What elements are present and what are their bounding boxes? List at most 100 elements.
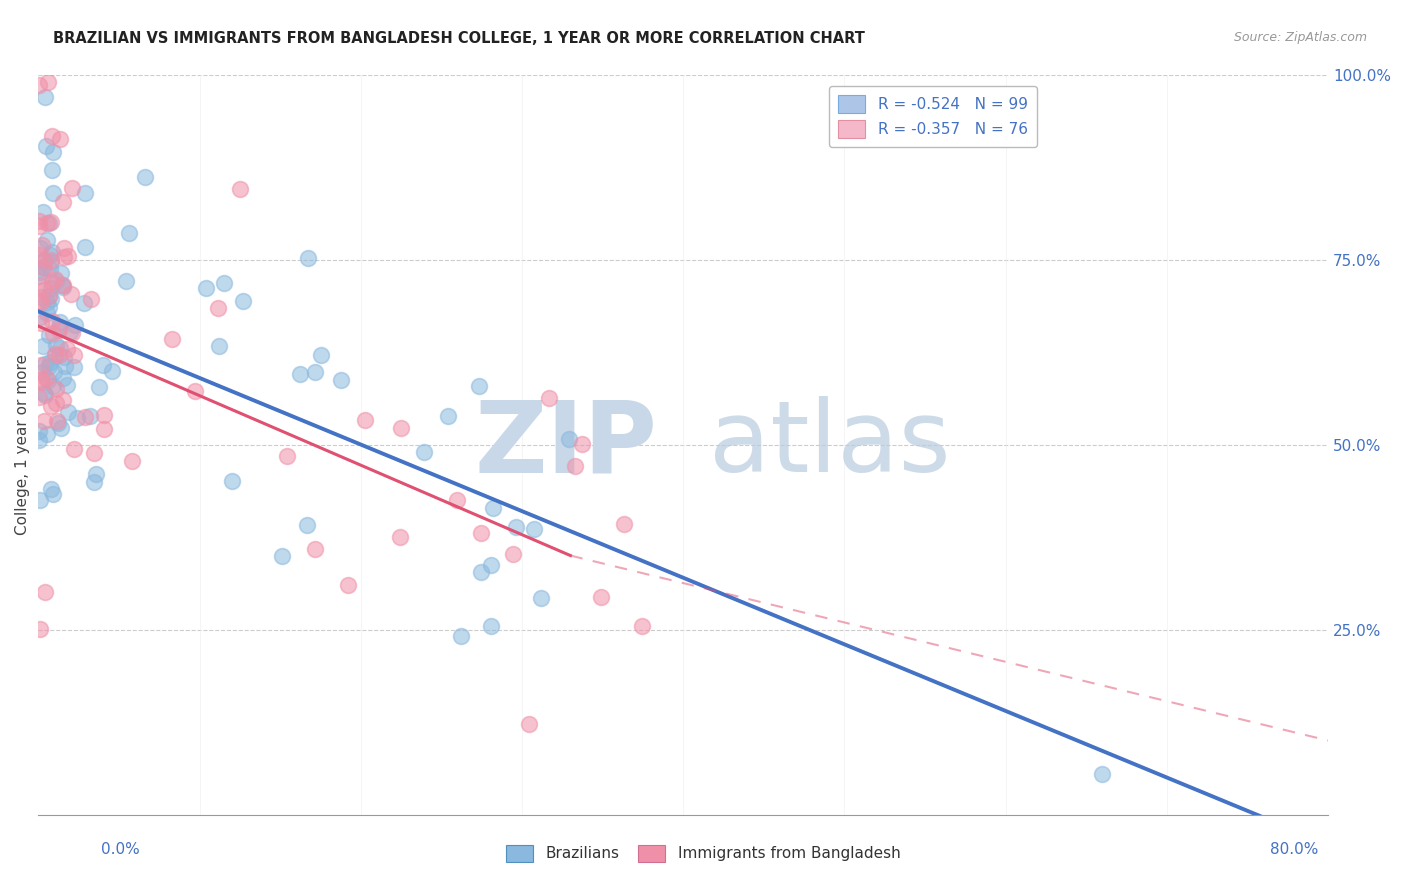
Point	[34, 357, 56, 371]
Point	[53, 241, 76, 255]
Point	[28, 425, 51, 439]
Point	[276, 449, 298, 463]
Point	[45, 414, 67, 428]
Point	[30, 294, 52, 309]
Point	[41, 162, 63, 177]
Point	[558, 432, 581, 446]
Point	[28, 219, 51, 234]
Point	[32, 339, 55, 353]
Point	[34, 139, 56, 153]
Point	[297, 251, 319, 265]
Point	[59, 325, 82, 339]
Point	[73, 296, 96, 310]
Point	[207, 301, 229, 316]
Point	[41, 486, 63, 500]
Point	[30, 316, 52, 330]
Point	[35, 295, 58, 310]
Point	[523, 522, 546, 536]
Point	[51, 278, 73, 293]
Point	[31, 375, 53, 389]
Point	[228, 182, 250, 196]
Point	[56, 249, 79, 263]
Point	[41, 314, 63, 328]
Point	[48, 348, 70, 362]
Point	[52, 194, 75, 209]
Point	[502, 547, 524, 561]
Point	[39, 248, 62, 262]
Point	[134, 169, 156, 184]
Point	[66, 410, 89, 425]
Point	[28, 434, 51, 448]
Point	[30, 278, 52, 293]
Point	[52, 279, 75, 293]
Text: Source: ZipAtlas.com: Source: ZipAtlas.com	[1233, 31, 1367, 45]
Point	[115, 274, 138, 288]
Point	[39, 354, 62, 368]
Point	[450, 629, 472, 643]
Point	[79, 409, 101, 423]
Point	[28, 248, 51, 262]
Point	[34, 585, 56, 599]
Point	[39, 215, 62, 229]
Point	[53, 359, 76, 374]
Point	[42, 326, 65, 340]
Point	[83, 475, 105, 490]
Point	[38, 289, 60, 303]
Point	[41, 128, 63, 143]
Legend: Brazilians, Immigrants from Bangladesh: Brazilians, Immigrants from Bangladesh	[499, 838, 907, 868]
Point	[56, 342, 79, 356]
Point	[51, 266, 73, 280]
Point	[28, 214, 51, 228]
Point	[571, 437, 593, 451]
Point	[38, 359, 60, 373]
Point	[101, 364, 124, 378]
Point	[195, 281, 218, 295]
Text: 0.0%: 0.0%	[101, 842, 141, 856]
Point	[37, 306, 59, 320]
Point	[49, 421, 72, 435]
Point	[62, 348, 84, 362]
Point	[37, 373, 59, 387]
Point	[530, 591, 553, 605]
Point	[37, 426, 59, 441]
Point	[48, 323, 70, 337]
Point	[31, 204, 53, 219]
Point	[482, 501, 505, 516]
Point	[208, 339, 231, 353]
Point	[55, 378, 77, 392]
Point	[44, 349, 66, 363]
Point	[52, 371, 75, 385]
Point	[389, 421, 412, 435]
Point	[48, 320, 70, 334]
Point	[34, 89, 56, 103]
Point	[42, 366, 65, 380]
Point	[30, 290, 52, 304]
Point	[28, 268, 51, 283]
Point	[39, 399, 62, 413]
Point	[45, 274, 67, 288]
Point	[479, 558, 502, 573]
Text: atlas: atlas	[709, 396, 950, 493]
Point	[39, 482, 62, 496]
Point	[162, 332, 184, 346]
Text: BRAZILIAN VS IMMIGRANTS FROM BANGLADESH COLLEGE, 1 YEAR OR MORE CORRELATION CHAR: BRAZILIAN VS IMMIGRANTS FROM BANGLADESH …	[53, 31, 865, 46]
Point	[45, 396, 67, 410]
Point	[35, 370, 58, 384]
Point	[51, 278, 73, 293]
Point	[470, 566, 492, 580]
Point	[32, 260, 55, 274]
Point	[62, 360, 84, 375]
Point	[32, 260, 55, 275]
Point	[30, 492, 52, 507]
Point	[35, 216, 58, 230]
Point	[354, 412, 377, 426]
Text: 80.0%: 80.0%	[1271, 842, 1319, 856]
Point	[613, 516, 636, 531]
Point	[38, 216, 60, 230]
Point	[46, 416, 69, 430]
Point	[1091, 767, 1114, 781]
Point	[28, 622, 51, 636]
Point	[83, 446, 105, 460]
Point	[41, 378, 63, 392]
Point	[91, 358, 114, 372]
